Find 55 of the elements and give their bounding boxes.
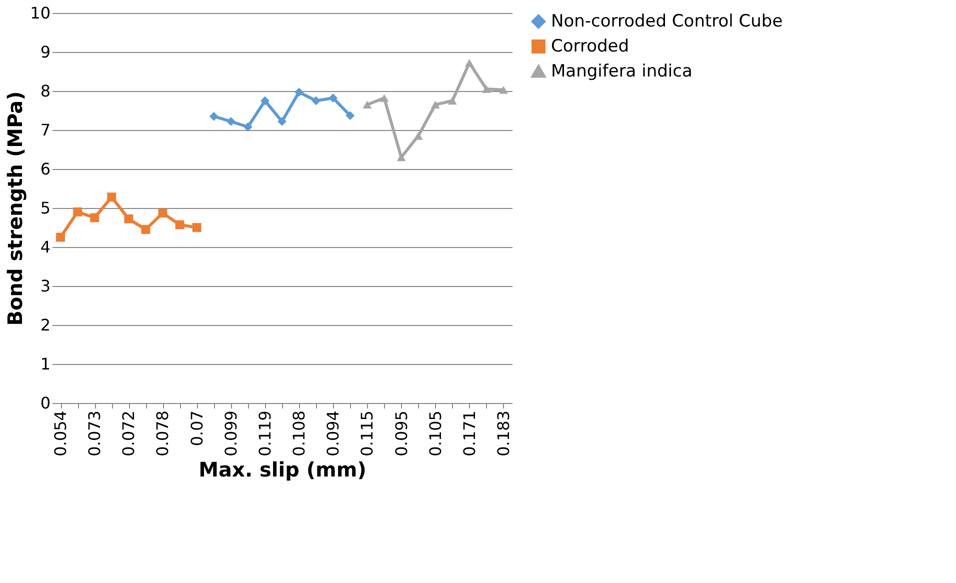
x-tick-label: 0.171 [460, 410, 479, 456]
point [192, 223, 202, 232]
x-tick-label: 0.072 [119, 410, 138, 456]
point [56, 232, 65, 242]
point [209, 112, 218, 121]
point [73, 207, 82, 216]
x-tick-label: 0.07 [187, 410, 206, 446]
y-tick-label: 0 [40, 394, 50, 412]
legend-label: Corroded [551, 36, 630, 56]
x-tick-label: 0.183 [494, 410, 513, 456]
y-tick-label: 10 [30, 4, 50, 22]
point [312, 96, 321, 106]
point [499, 86, 508, 94]
point [107, 192, 116, 202]
y-axis-title: Bond strength (MPa) [3, 91, 28, 326]
point [260, 96, 270, 106]
point [464, 59, 474, 67]
y-tick-label: 2 [40, 316, 50, 334]
point [141, 224, 150, 234]
y-tick-label: 8 [40, 82, 50, 100]
point [226, 116, 236, 126]
x-tick-label: 0.078 [153, 410, 172, 456]
point [482, 85, 491, 93]
legend-label: Non-corroded Control Cube [551, 12, 783, 32]
point [124, 214, 134, 224]
point [380, 94, 389, 102]
y-tick-label: 5 [40, 198, 50, 218]
y-tick-label: 7 [40, 120, 50, 140]
x-tick-label: 0.094 [324, 410, 343, 456]
x-tick-label: 0.095 [392, 410, 411, 456]
x-tick-label: 0.073 [85, 410, 104, 456]
x-axis-title: Max. slip (mm) [198, 457, 366, 482]
x-tick-label: 0.119 [255, 410, 274, 456]
point [362, 100, 372, 109]
point [294, 88, 304, 97]
y-tick-label: 9 [40, 42, 50, 62]
x-tick-label: 0.105 [426, 410, 445, 456]
y-tick-label: 6 [40, 160, 50, 178]
y-tick-label: 3 [40, 276, 50, 296]
x-tick-label: 0.099 [221, 410, 240, 456]
point [448, 96, 457, 105]
y-tick-label: 1 [40, 354, 50, 374]
legend-label: Mangifera indica [551, 62, 692, 82]
point [328, 94, 338, 102]
x-tick-label: 0.108 [290, 410, 309, 456]
point [430, 100, 440, 109]
x-tick-label: 0.115 [358, 410, 377, 456]
y-tick-label: 4 [40, 238, 50, 256]
point [243, 122, 252, 132]
point [158, 208, 168, 218]
point [175, 220, 184, 230]
point [346, 111, 355, 120]
point [90, 213, 100, 222]
point [278, 116, 286, 126]
x-tick-label: 0.054 [51, 410, 70, 456]
